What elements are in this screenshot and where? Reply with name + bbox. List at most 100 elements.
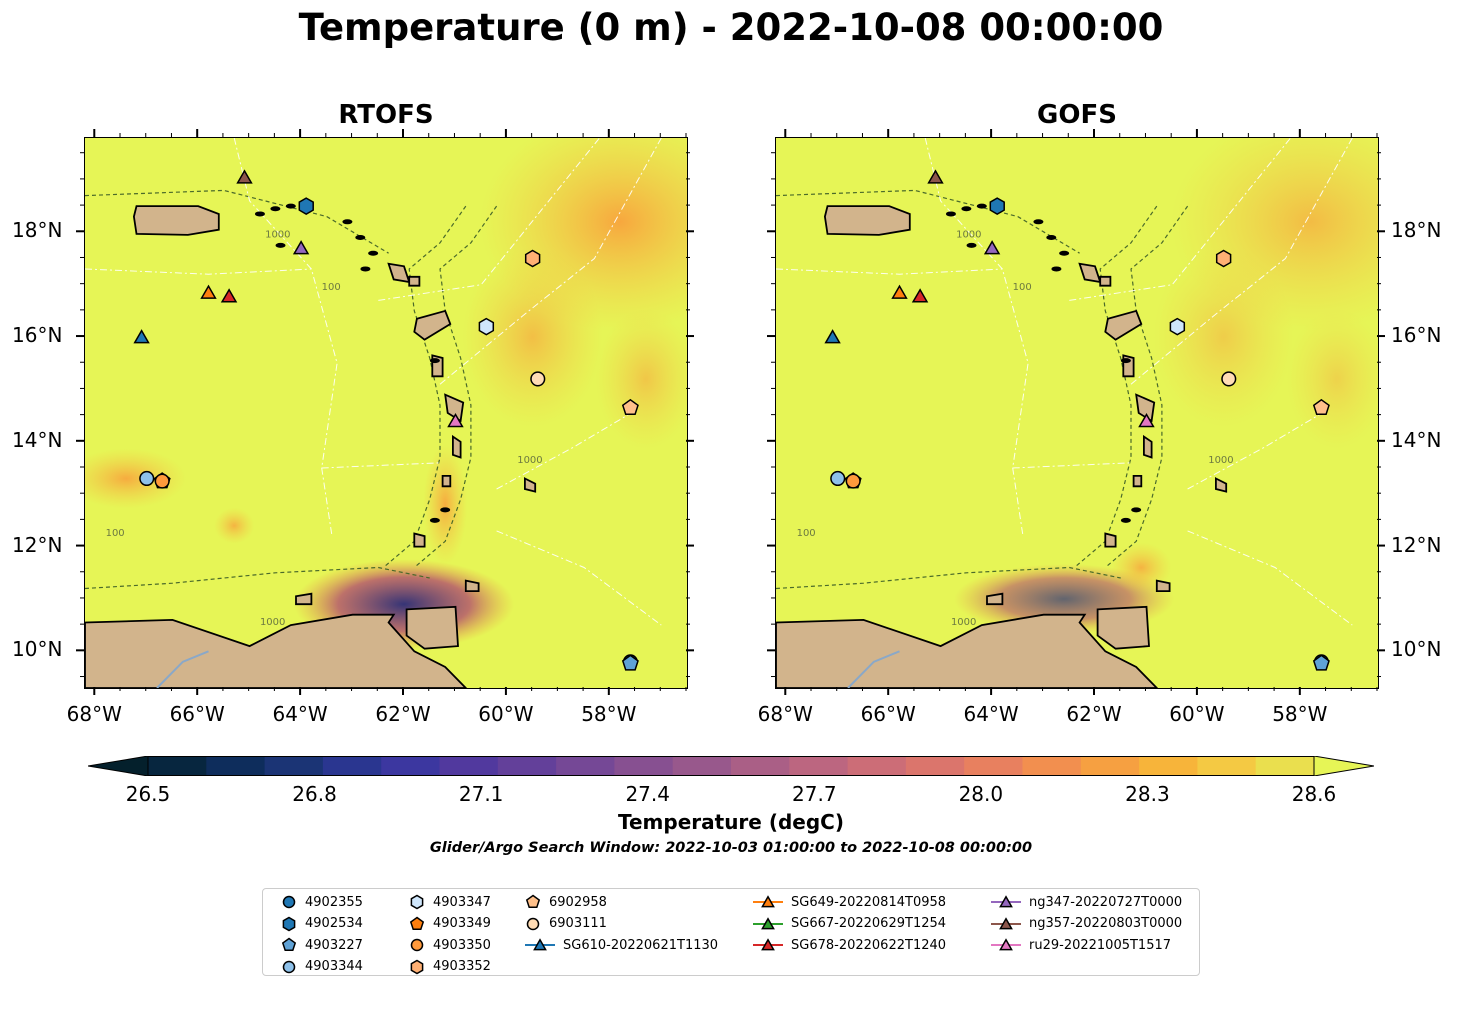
legend-marker	[410, 894, 424, 910]
legend-marker	[282, 916, 296, 931]
legend-symbol[interactable]	[410, 959, 424, 974]
contour-label: 100	[1013, 282, 1032, 293]
map-gofs[interactable]: 1000 100 1000 100 1000	[775, 137, 1379, 689]
legend-symbol[interactable]	[525, 894, 541, 909]
y-tick-label: 18°N	[12, 218, 63, 243]
legend-item: 4903347	[409, 892, 491, 912]
legend-marker	[991, 938, 1021, 951]
platform-marker-4903347[interactable]	[478, 317, 495, 336]
platform-marker-ng357-20220803t0000[interactable]	[927, 169, 944, 184]
legend-marker	[281, 937, 297, 952]
platform-marker-4902534[interactable]	[989, 197, 1005, 215]
legend-symbol[interactable]	[281, 937, 297, 952]
legend-label: ng357-20220803T0000	[1029, 916, 1183, 931]
contour-label: 100	[322, 282, 341, 293]
legend-label: 4903350	[433, 937, 491, 953]
contour-label: 1000	[1208, 455, 1233, 466]
legend-symbol[interactable]	[999, 916, 1013, 929]
legend-marker	[991, 895, 1021, 908]
legend-symbol[interactable]	[999, 938, 1013, 951]
platform-marker-6903111[interactable]	[1221, 371, 1237, 387]
legend-label: 4903347	[433, 894, 491, 910]
y-tick-label: 10°N	[1391, 637, 1442, 662]
platform-marker-sg610-20220621t1130[interactable]	[133, 329, 150, 344]
legend-label: 4903227	[305, 937, 363, 953]
legend-symbol[interactable]	[282, 960, 296, 973]
colorbar	[87, 755, 1375, 777]
platform-marker-6902958[interactable]	[621, 398, 639, 415]
platform-marker-sg610-20220621t1130[interactable]	[824, 329, 841, 344]
platform-marker-ng357-20220803t0000[interactable]	[236, 169, 253, 184]
legend-symbol[interactable]	[761, 916, 775, 929]
legend-item: SG649-20220814T0958	[753, 892, 946, 912]
platform-marker-ru29-20221005t1517[interactable]	[1138, 413, 1155, 428]
platform-marker-ng347-20220727t0000[interactable]	[983, 240, 1001, 255]
contour-label: 100	[797, 528, 816, 539]
platform-marker-sg649-20220814t0958[interactable]	[891, 284, 908, 299]
legend-symbol[interactable]	[526, 917, 540, 930]
x-tick-label: 68°W	[66, 702, 122, 726]
legend-label: 4903352	[433, 959, 491, 974]
platform-marker-6902958[interactable]	[1312, 398, 1330, 415]
legend-marker	[525, 938, 555, 951]
legend-item: 4903344	[281, 957, 363, 977]
platform-marker-sg678-20220622t1240[interactable]	[911, 288, 929, 303]
platform-marker-4903350[interactable]	[154, 473, 170, 489]
platform-marker-4903227[interactable]	[1312, 654, 1330, 671]
figure-title: Temperature (0 m) - 2022-10-08 00:00:00	[298, 6, 1164, 49]
platform-marker-sg678-20220622t1240[interactable]	[220, 288, 238, 303]
legend-symbol[interactable]	[533, 938, 547, 951]
legend-item: 4902534	[281, 914, 363, 934]
legend-item: ru29-20221005T1517	[991, 935, 1171, 955]
x-tick-label: 60°W	[478, 702, 534, 726]
legend-symbol[interactable]	[410, 938, 424, 952]
legend-marker	[753, 938, 783, 951]
platform-marker-4903344[interactable]	[139, 470, 155, 487]
panel-title-gofs: GOFS	[1037, 100, 1117, 130]
platform-marker-ng347-20220727t0000[interactable]	[292, 240, 310, 255]
legend-symbol[interactable]	[761, 938, 775, 951]
colorbar-title: Temperature (degC)	[618, 810, 844, 834]
platform-marker-ru29-20221005t1517[interactable]	[447, 413, 464, 428]
colorbar-tick-label: 27.7	[792, 782, 837, 806]
legend-label: ru29-20221005T1517	[1029, 937, 1172, 953]
x-tick-label: 68°W	[757, 702, 813, 726]
platform-marker-4903352[interactable]	[1215, 249, 1232, 268]
panel-title-rtofs: RTOFS	[338, 100, 434, 130]
legend-item: ng357-20220803T0000	[991, 914, 1182, 934]
legend-symbol[interactable]	[282, 895, 296, 909]
legend-item: 4903349	[409, 914, 491, 934]
legend-symbol[interactable]	[761, 895, 775, 908]
legend-item: SG678-20220622T1240	[753, 935, 946, 955]
platform-marker-4903344[interactable]	[830, 470, 846, 487]
platform-marker-4903347[interactable]	[1169, 317, 1186, 336]
search-window-note: Glider/Argo Search Window: 2022-10-03 01…	[429, 840, 1033, 856]
colorbar-tick-label: 26.8	[292, 782, 337, 806]
colorbar-gradient	[87, 755, 1375, 777]
contour-label: 100	[106, 528, 125, 539]
legend-item: 4903350	[409, 935, 491, 955]
legend-item: SG667-20220629T1254	[753, 914, 946, 934]
legend-symbol[interactable]	[410, 894, 424, 910]
legend-symbol[interactable]	[409, 916, 425, 930]
platform-legend: 4902355 4902534 4903227 4903344 4903347 49033…	[262, 888, 1200, 976]
platform-marker-4903352[interactable]	[524, 249, 541, 268]
legend-marker	[526, 917, 540, 930]
platform-marker-4902534[interactable]	[298, 197, 314, 215]
contour-label: 1000	[956, 230, 981, 241]
legend-symbol[interactable]	[999, 895, 1013, 908]
x-tick-label: 66°W	[860, 702, 916, 726]
x-tick-label: 62°W	[1066, 702, 1122, 726]
map-rtofs[interactable]: 1000 100 1000 100 1000	[84, 137, 688, 689]
legend-label: 6902958	[549, 894, 607, 910]
contour-label: 1000	[265, 230, 290, 241]
platform-marker-4903350[interactable]	[845, 473, 861, 489]
legend-marker	[753, 895, 783, 908]
platform-marker-4903227[interactable]	[621, 654, 639, 671]
legend-item: 6903111	[525, 914, 607, 934]
platform-marker-6903111[interactable]	[530, 371, 546, 387]
legend-symbol[interactable]	[282, 916, 296, 931]
platform-marker-sg649-20220814t0958[interactable]	[200, 284, 217, 299]
legend-label: 4903349	[433, 916, 491, 931]
contour-label: 1000	[260, 617, 285, 628]
